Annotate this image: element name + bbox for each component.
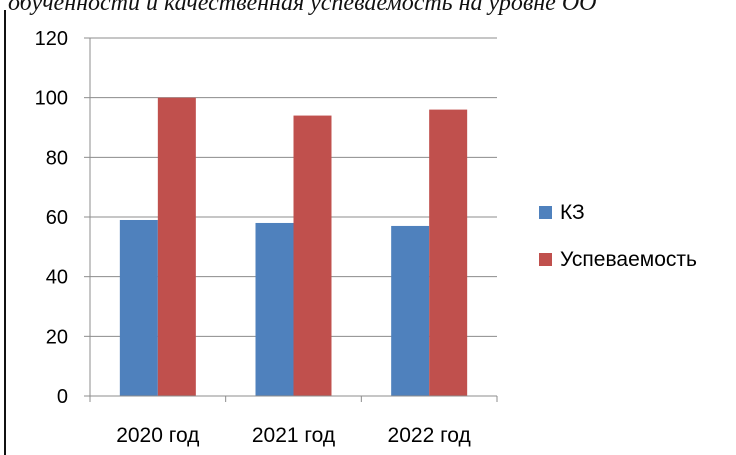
- legend-swatch-uspevaemost: [539, 253, 552, 266]
- bar-kz-2: [391, 225, 430, 396]
- bar-uspevaemost-0: [157, 97, 196, 397]
- y-axis: 0 20 40 60 80 100 120: [35, 28, 91, 408]
- bar-kz-0: [119, 219, 158, 396]
- bar-uspevaemost-2: [429, 109, 468, 396]
- x-category-label: 2022 год: [388, 424, 471, 447]
- legend-label-uspevaemost: Успеваемость: [560, 248, 697, 271]
- x-category-label: 2020 год: [116, 424, 199, 447]
- bar-uspevaemost-1: [293, 115, 332, 397]
- legend-swatch-kz: [539, 206, 552, 219]
- legend: КЗ Успеваемость: [539, 201, 697, 271]
- y-tick-label: 120: [35, 28, 68, 50]
- y-tick-label: 40: [46, 267, 68, 289]
- x-axis: 2020 год 2021 год 2022 год: [89, 395, 498, 447]
- y-tick-label: 100: [35, 88, 68, 110]
- bar-kz-1: [255, 222, 294, 396]
- chart-frame-border: [4, 10, 6, 455]
- legend-label-kz: КЗ: [560, 201, 585, 224]
- y-tick-label: 0: [57, 386, 68, 408]
- y-tick-label: 80: [46, 147, 68, 169]
- y-tick-label: 20: [46, 326, 68, 348]
- y-tick-label: 60: [46, 207, 68, 229]
- x-category-label: 2021 год: [252, 424, 335, 447]
- chart-title-clipped: обученности и качественная успеваемость …: [8, 0, 597, 16]
- bars: [119, 97, 468, 397]
